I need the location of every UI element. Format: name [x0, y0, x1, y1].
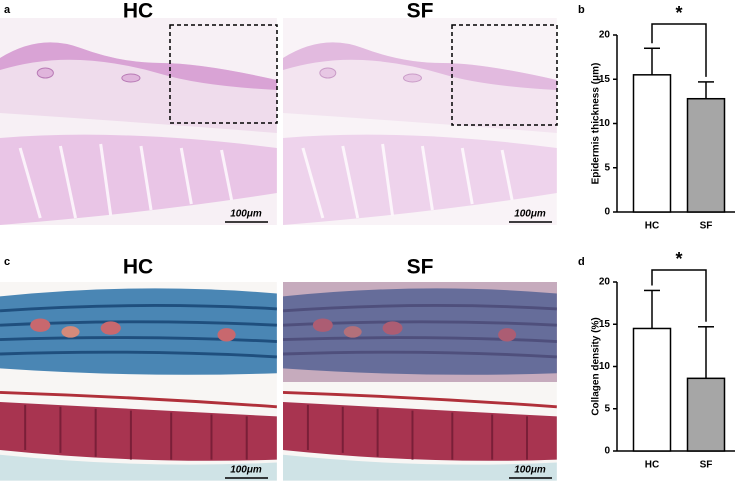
scale-bar-label: 100μm [514, 209, 546, 220]
image-title: SF [407, 256, 434, 279]
x-tick-label: SF [700, 460, 713, 471]
histology-image [0, 282, 277, 481]
panel-c: c HC SF 100μm 100μm [0, 256, 557, 481]
y-tick-label: 5 [604, 162, 610, 173]
x-tick-label: SF [700, 221, 713, 232]
image-tint [283, 282, 557, 382]
panel-label: a [4, 4, 11, 16]
panel-a: a HC SF 100μm 100μm [0, 0, 557, 225]
y-tick-label: 5 [604, 403, 610, 414]
bar [686, 97, 726, 213]
image-title: SF [407, 0, 434, 23]
scale-bar-label: 100μm [514, 465, 546, 476]
image-title: HC [123, 256, 153, 279]
x-tick-label: HC [645, 221, 659, 232]
bar [632, 327, 672, 452]
histology-image [283, 18, 557, 225]
significance-bracket [651, 269, 707, 322]
y-axis-label: Epidermis thickness (μm) [591, 63, 602, 185]
histology-image [0, 18, 277, 225]
y-tick-label: 20 [599, 30, 611, 41]
significance-marker: * [675, 3, 682, 23]
y-tick-label: 0 [604, 207, 610, 218]
y-tick-label: 15 [599, 319, 611, 330]
bar [686, 377, 726, 452]
y-tick-label: 0 [604, 446, 610, 457]
significance-bracket [651, 23, 707, 77]
y-tick-label: 10 [599, 361, 611, 372]
y-tick-label: 20 [599, 277, 611, 288]
inset-box [169, 24, 278, 124]
bar [632, 74, 672, 213]
x-tick-label: HC [645, 460, 659, 471]
image-title: HC [123, 0, 153, 23]
panel-label: c [4, 256, 10, 268]
panel-label: d [578, 256, 585, 268]
scale-bar-label: 100μm [230, 209, 262, 220]
y-tick-label: 15 [599, 74, 611, 85]
panel-label: b [578, 4, 585, 16]
significance-marker: * [675, 249, 682, 269]
scale-bar-label: 100μm [230, 465, 262, 476]
inset-box [451, 24, 558, 126]
y-tick-label: 10 [599, 118, 611, 129]
y-axis-label: Collagen density (%) [591, 317, 602, 415]
